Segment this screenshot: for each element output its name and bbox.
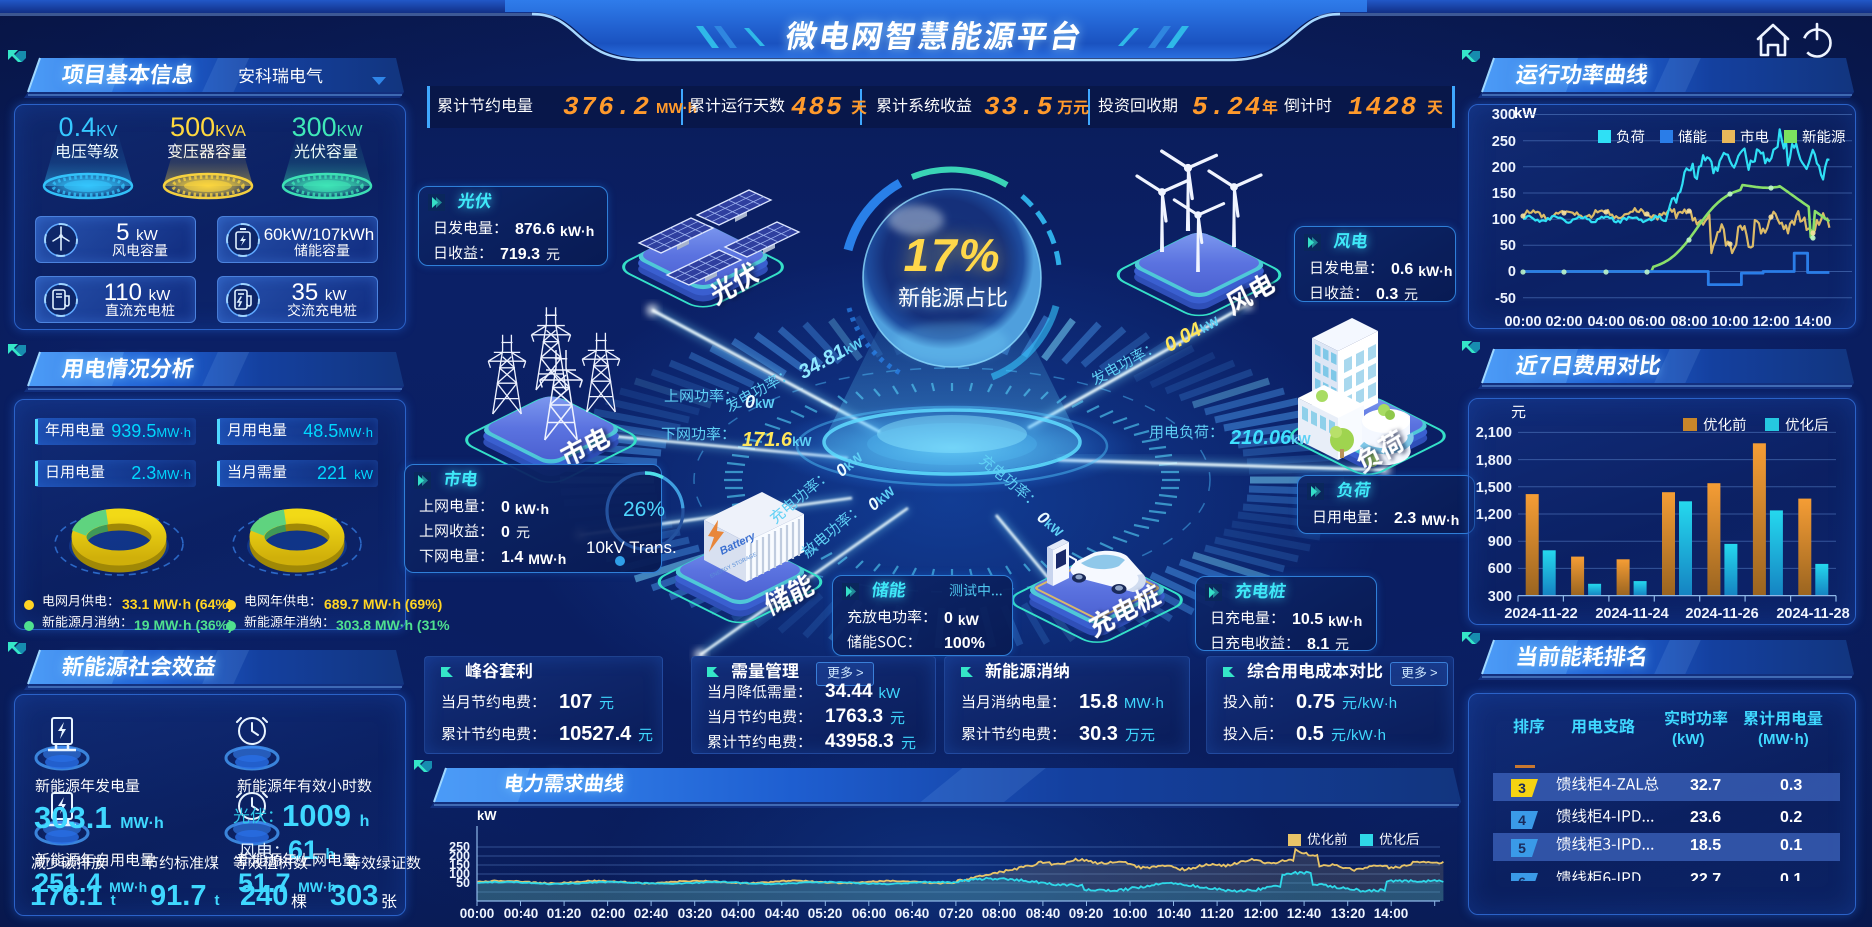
- svg-text:2024-11-24: 2024-11-24: [1595, 606, 1668, 622]
- svg-text:100: 100: [1492, 212, 1516, 228]
- svg-text:14:00: 14:00: [1794, 314, 1831, 330]
- svg-text:05:20: 05:20: [808, 906, 843, 921]
- svg-text:08:40: 08:40: [1026, 906, 1061, 921]
- svg-text:00:00: 00:00: [1504, 314, 1541, 330]
- svg-text:300: 300: [1492, 107, 1516, 123]
- svg-text:1,500: 1,500: [1476, 480, 1512, 496]
- svg-text:12:00: 12:00: [1752, 314, 1789, 330]
- svg-text:100: 100: [449, 867, 470, 881]
- svg-text:250: 250: [449, 840, 470, 854]
- svg-text:600: 600: [1488, 561, 1512, 577]
- svg-text:02:00: 02:00: [1545, 314, 1582, 330]
- svg-text:150: 150: [449, 858, 470, 872]
- svg-text:09:20: 09:20: [1069, 906, 1104, 921]
- svg-text:04:40: 04:40: [765, 906, 800, 921]
- svg-text:kW: kW: [1514, 105, 1537, 122]
- svg-text:900: 900: [1488, 534, 1512, 550]
- svg-text:00:00: 00:00: [460, 906, 495, 921]
- svg-text:04:00: 04:00: [1587, 314, 1624, 330]
- svg-text:1,800: 1,800: [1476, 453, 1512, 469]
- svg-text:6: 6: [1518, 874, 1526, 881]
- svg-text:06:40: 06:40: [895, 906, 930, 921]
- svg-text:-50: -50: [1495, 291, 1516, 307]
- svg-text:10:00: 10:00: [1113, 906, 1148, 921]
- svg-text:50: 50: [456, 876, 470, 890]
- svg-text:12:40: 12:40: [1287, 906, 1322, 921]
- svg-text:07:20: 07:20: [939, 906, 974, 921]
- svg-text:10:00: 10:00: [1711, 314, 1748, 330]
- svg-text:150: 150: [1492, 186, 1516, 202]
- svg-text:250: 250: [1492, 134, 1516, 150]
- svg-text:02:00: 02:00: [591, 906, 626, 921]
- svg-text:12:00: 12:00: [1244, 906, 1279, 921]
- svg-text:01:20: 01:20: [547, 906, 582, 921]
- svg-text:1,200: 1,200: [1476, 507, 1512, 523]
- svg-text:00:40: 00:40: [504, 906, 539, 921]
- svg-text:200: 200: [449, 849, 470, 863]
- svg-text:4: 4: [1518, 812, 1526, 828]
- svg-text:10:40: 10:40: [1157, 906, 1192, 921]
- svg-text:5: 5: [1518, 840, 1526, 856]
- svg-text:11:20: 11:20: [1200, 906, 1234, 921]
- svg-text:13:20: 13:20: [1331, 906, 1366, 921]
- svg-text:300: 300: [1488, 589, 1512, 605]
- svg-text:kW: kW: [477, 808, 497, 823]
- svg-text:14:00: 14:00: [1374, 906, 1409, 921]
- svg-text:08:00: 08:00: [982, 906, 1017, 921]
- svg-text:06:00: 06:00: [852, 906, 887, 921]
- svg-text:06:00: 06:00: [1628, 314, 1665, 330]
- svg-text:2024-11-22: 2024-11-22: [1504, 606, 1577, 622]
- svg-text:50: 50: [1500, 238, 1516, 254]
- svg-text:03:20: 03:20: [678, 906, 713, 921]
- svg-text:3: 3: [1518, 780, 1526, 796]
- svg-text:2,100: 2,100: [1476, 425, 1512, 441]
- svg-text:08:00: 08:00: [1670, 314, 1707, 330]
- svg-text:0: 0: [1508, 264, 1516, 280]
- svg-text:04:00: 04:00: [721, 906, 756, 921]
- svg-text:2024-11-28: 2024-11-28: [1776, 606, 1849, 622]
- svg-text:200: 200: [1492, 160, 1516, 176]
- svg-text:02:40: 02:40: [634, 906, 669, 921]
- svg-text:2024-11-26: 2024-11-26: [1685, 606, 1758, 622]
